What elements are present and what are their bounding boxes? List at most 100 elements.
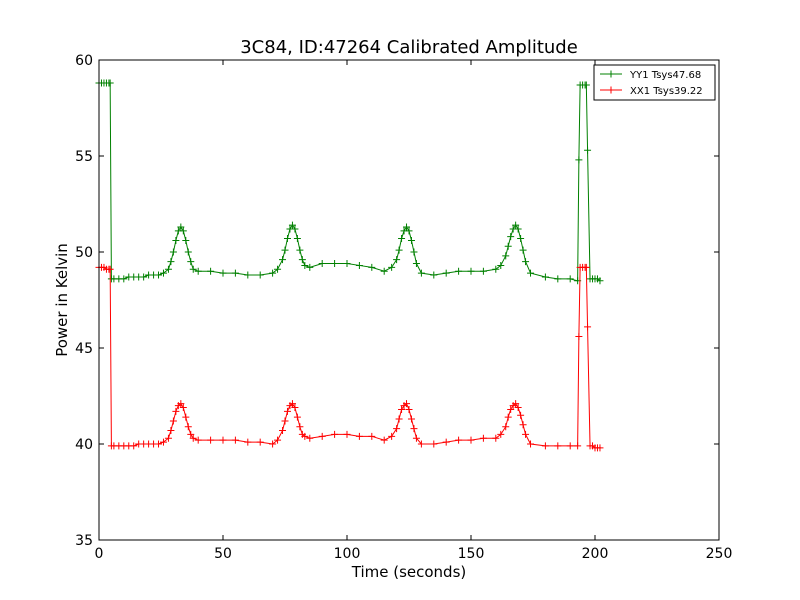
data-point [455, 436, 463, 444]
data-point [177, 223, 185, 231]
data-point [403, 223, 411, 231]
data-point [467, 436, 475, 444]
data-point [169, 248, 177, 256]
data-point [393, 256, 401, 264]
data-point [380, 436, 388, 444]
data-point [177, 400, 185, 408]
plot-frame [98, 59, 720, 541]
x-tick-label: 0 [95, 546, 104, 562]
data-point [395, 415, 403, 423]
x-tick-label: 150 [458, 546, 485, 562]
data-point [417, 269, 425, 277]
x-tick-label: 50 [214, 546, 232, 562]
data-point [479, 434, 487, 442]
legend-label-1: XX1 Tsys39.22 [630, 86, 703, 97]
data-point [596, 277, 604, 285]
x-tick-label: 250 [706, 546, 733, 562]
data-point [194, 436, 202, 444]
data-point [106, 265, 114, 273]
tick-layer: 0 50 100 150 200 250 35 40 45 50 55 60 [75, 53, 732, 562]
data-point [274, 265, 282, 273]
data-point [231, 269, 239, 277]
data-point [517, 411, 525, 419]
data-point [256, 271, 264, 279]
data-point [430, 271, 438, 279]
data-point [231, 436, 239, 444]
chart-title: 3C84, ID:47264 Calibrated Amplitude [240, 37, 578, 58]
data-point [554, 442, 562, 450]
data-point [407, 415, 415, 423]
data-point [410, 248, 418, 256]
data-point [187, 430, 195, 438]
data-point [140, 273, 148, 281]
data-point [318, 260, 326, 268]
data-point [159, 269, 167, 277]
data-point [355, 432, 363, 440]
data-point [343, 260, 351, 268]
series-line-0 [99, 82, 601, 282]
data-point [430, 440, 438, 448]
data-point [291, 225, 299, 233]
data-point [355, 261, 363, 269]
x-tick-label: 200 [582, 546, 609, 562]
data-point [479, 267, 487, 275]
data-point [279, 256, 287, 264]
data-point [155, 271, 163, 279]
data-point [541, 442, 549, 450]
data-point [575, 156, 583, 164]
data-point [522, 430, 530, 438]
data-point [343, 430, 351, 438]
data-point [159, 438, 167, 446]
data-point [596, 444, 604, 452]
data-point [398, 405, 406, 413]
y-tick-label: 35 [75, 533, 93, 549]
data-point [502, 423, 510, 431]
data-point [164, 265, 172, 273]
data-point [256, 438, 264, 446]
data-point [517, 235, 525, 243]
data-point [527, 269, 535, 277]
data-point [187, 258, 195, 266]
data-point [497, 261, 505, 269]
data-point [172, 236, 180, 244]
data-point [169, 417, 177, 425]
y-axis-label: Power in Kelvin [53, 243, 71, 357]
legend-label-0: YY1 Tsys47.68 [629, 70, 701, 81]
data-point [519, 246, 527, 254]
data-point [269, 269, 277, 277]
data-point [318, 432, 326, 440]
data-point [403, 400, 411, 408]
data-point [182, 236, 190, 244]
data-point [281, 246, 289, 254]
data-point [269, 440, 277, 448]
data-point [184, 248, 192, 256]
data-point [167, 258, 175, 266]
data-point [541, 273, 549, 281]
data-point [507, 405, 515, 413]
data-point [502, 252, 510, 260]
data-point [504, 413, 512, 421]
data-point [442, 438, 450, 446]
series-markers-0 [95, 79, 604, 285]
data-point [291, 404, 299, 412]
data-point [331, 430, 339, 438]
y-tick-label: 45 [75, 341, 93, 357]
data-point [194, 267, 202, 275]
data-point [492, 265, 500, 273]
data-point [574, 442, 582, 450]
data-point [388, 263, 396, 271]
data-point [244, 438, 252, 446]
data-point [164, 434, 172, 442]
series-markers-1 [95, 263, 604, 452]
data-point [395, 246, 403, 254]
data-point [566, 275, 574, 283]
legend-box [593, 64, 716, 101]
data-point [155, 440, 163, 448]
data-point [120, 275, 128, 283]
data-point [306, 263, 314, 271]
data-point [566, 442, 574, 450]
x-axis-label: Time (seconds) [351, 563, 467, 581]
data-point [184, 423, 192, 431]
